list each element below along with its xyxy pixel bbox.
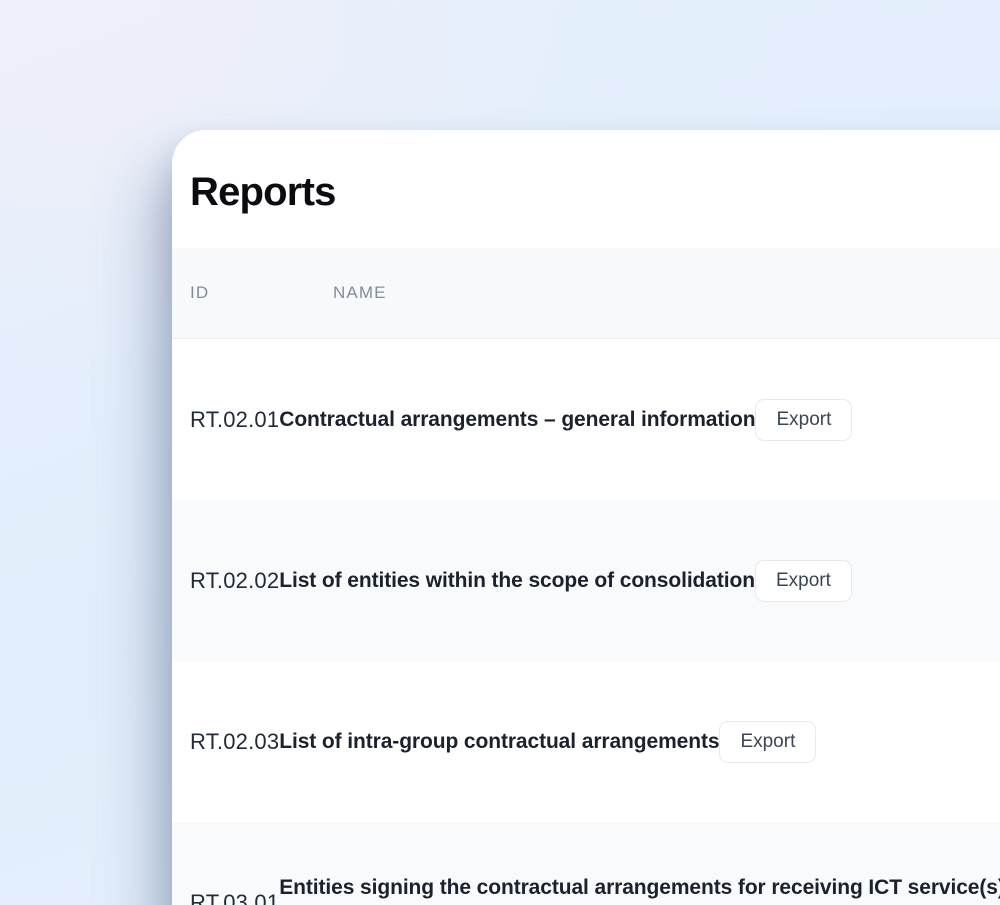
export-button[interactable]: Export [755,398,853,441]
reports-table: ID NAME RT.02.01 Contractual arrangement… [172,248,1000,905]
row-action-cell: Export [755,398,875,441]
row-id: RT.02.03 [190,728,280,754]
row-action-cell: Export [719,720,839,763]
row-id: RT.03.01 [190,889,280,905]
row-name: Entities signing the contractual arrange… [279,875,1000,899]
table-header-row: ID NAME [172,248,1000,339]
row-id: RT.02.01 [190,406,280,432]
page-title: Reports [190,170,336,214]
row-action-cell: Export [754,559,875,602]
column-header-id: ID [190,283,210,302]
export-button[interactable]: Export [754,559,852,602]
table-row[interactable]: RT.02.01 Contractual arrangements – gene… [172,339,1000,500]
table-row[interactable]: RT.02.02 List of entities within the sco… [172,500,1000,661]
card-header: Reports [172,130,1000,212]
row-id: RT.02.02 [190,567,280,593]
row-name: List of intra-group contractual arrangem… [279,729,720,753]
table-row[interactable]: RT.03.01 Entities signing the contractua… [172,822,1000,905]
reports-card: Reports ID NAME RT.02.01 Contractual arr… [172,130,1000,905]
row-name: Contractual arrangements – general infor… [279,407,756,431]
table-row[interactable]: RT.02.03 List of intra-group contractual… [172,661,1000,822]
row-name: List of entities within the scope of con… [279,568,755,592]
column-header-name: NAME [333,283,387,302]
export-button[interactable]: Export [719,720,817,763]
